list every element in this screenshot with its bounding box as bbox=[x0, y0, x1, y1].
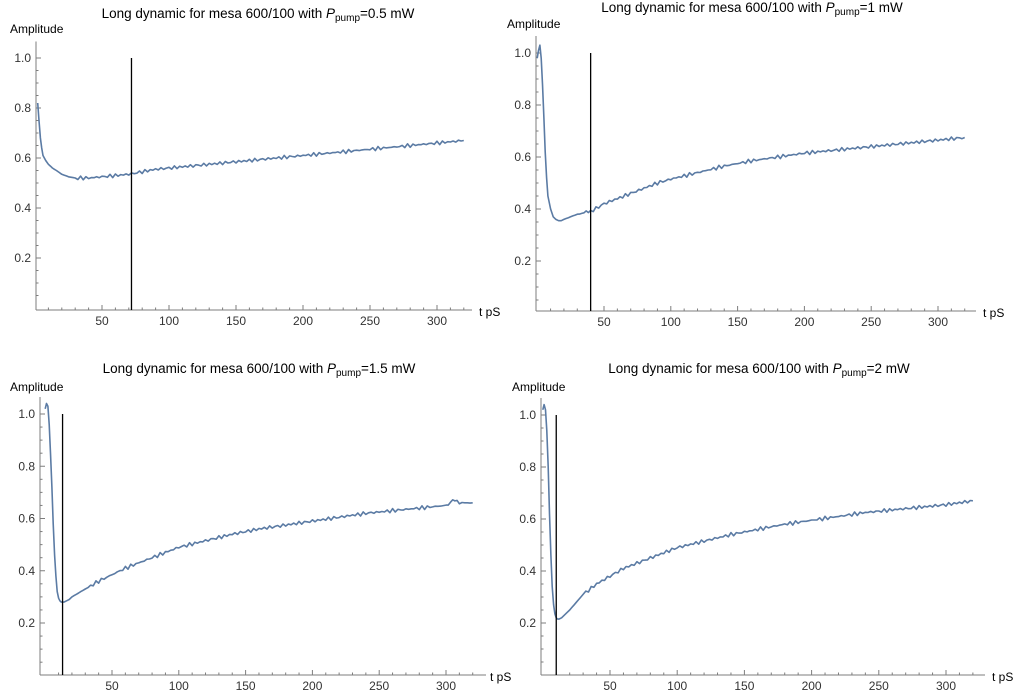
chart-title-suffix: =2 mW bbox=[867, 361, 910, 376]
chart-title-suffix: =0.5 mW bbox=[360, 6, 415, 21]
chart-title-sub: pump bbox=[835, 7, 860, 18]
x-tick-label: 150 bbox=[728, 315, 748, 329]
x-tick-label: 250 bbox=[360, 314, 380, 328]
y-tick-label: 0.6 bbox=[519, 512, 536, 526]
x-tick-label: 50 bbox=[603, 679, 617, 693]
y-tick-label: 0.2 bbox=[14, 251, 31, 265]
y-tick-label: 1.0 bbox=[519, 408, 536, 422]
y-axis-label: Amplitude bbox=[10, 22, 64, 36]
y-tick-label: 0.8 bbox=[18, 459, 35, 473]
chart-title-suffix: =1 mW bbox=[860, 0, 903, 15]
x-tick-label: 200 bbox=[293, 314, 313, 328]
x-tick-label: 150 bbox=[236, 679, 256, 693]
x-tick-label: 50 bbox=[105, 679, 119, 693]
x-tick-label: 300 bbox=[436, 679, 456, 693]
y-tick-label: 0.2 bbox=[18, 616, 35, 630]
x-axis-label: t pS bbox=[490, 670, 511, 684]
y-tick-label: 1.0 bbox=[18, 407, 35, 421]
x-tick-label: 50 bbox=[597, 315, 611, 329]
y-tick-label: 0.4 bbox=[519, 564, 536, 578]
x-tick-label: 150 bbox=[734, 679, 754, 693]
amplitude-series-line bbox=[44, 402, 473, 603]
y-tick-label: 0.6 bbox=[514, 150, 531, 164]
y-tick-label: 1.0 bbox=[514, 46, 531, 60]
y-tick-label: 0.8 bbox=[514, 98, 531, 112]
y-tick-label: 1.0 bbox=[14, 51, 31, 65]
x-tick-label: 250 bbox=[369, 679, 389, 693]
y-tick-label: 0.4 bbox=[18, 564, 35, 578]
chart-title-sub: pump bbox=[335, 13, 360, 24]
chart-title-prefix: Long dynamic for mesa 600/100 with bbox=[102, 6, 326, 21]
x-tick-label: 300 bbox=[928, 315, 948, 329]
chart-title-prefix: Long dynamic for mesa 600/100 with bbox=[608, 361, 832, 376]
x-tick-label: 200 bbox=[794, 315, 814, 329]
y-tick-label: 0.8 bbox=[519, 460, 536, 474]
y-tick-label: 0.2 bbox=[514, 254, 531, 268]
chart-panel-1mw: Long dynamic for mesa 600/100 with Ppump… bbox=[507, 0, 1004, 329]
chart-panel-2mw: Long dynamic for mesa 600/100 with Ppump… bbox=[512, 361, 1013, 693]
x-tick-label: 100 bbox=[661, 315, 681, 329]
y-tick-label: 0.8 bbox=[14, 101, 31, 115]
x-axis-label: t pS bbox=[992, 670, 1013, 684]
y-tick-label: 0.6 bbox=[14, 151, 31, 165]
y-axis-label: Amplitude bbox=[507, 17, 561, 31]
amplitude-series-line bbox=[542, 403, 973, 620]
chart-title-var: P bbox=[326, 6, 335, 21]
y-tick-label: 0.4 bbox=[514, 202, 531, 216]
amplitude-series-line bbox=[536, 44, 966, 222]
x-tick-label: 300 bbox=[936, 679, 956, 693]
y-tick-label: 0.4 bbox=[14, 201, 31, 215]
y-axis-label: Amplitude bbox=[512, 380, 566, 394]
chart-title: Long dynamic for mesa 600/100 with Ppump… bbox=[102, 6, 415, 24]
x-tick-label: 100 bbox=[159, 314, 179, 328]
chart-panel-1p5mw: Long dynamic for mesa 600/100 with Ppump… bbox=[10, 361, 511, 693]
x-tick-label: 200 bbox=[802, 679, 822, 693]
x-tick-label: 250 bbox=[869, 679, 889, 693]
x-tick-label: 100 bbox=[169, 679, 189, 693]
x-tick-label: 200 bbox=[302, 679, 322, 693]
x-tick-label: 150 bbox=[226, 314, 246, 328]
x-axis-label: t pS bbox=[983, 306, 1004, 320]
x-tick-label: 250 bbox=[861, 315, 881, 329]
chart-title: Long dynamic for mesa 600/100 with Ppump… bbox=[601, 0, 903, 18]
y-tick-label: 0.6 bbox=[18, 512, 35, 526]
chart-title-sub: pump bbox=[336, 368, 361, 379]
chart-title: Long dynamic for mesa 600/100 with Ppump… bbox=[608, 361, 910, 379]
chart-title-sub: pump bbox=[842, 368, 867, 379]
y-tick-label: 0.2 bbox=[519, 616, 536, 630]
chart-title-var: P bbox=[327, 361, 336, 376]
x-axis-label: t pS bbox=[479, 305, 500, 319]
amplitude-series-line bbox=[36, 102, 464, 181]
chart-title-prefix: Long dynamic for mesa 600/100 with bbox=[103, 361, 327, 376]
chart-title-prefix: Long dynamic for mesa 600/100 with bbox=[601, 0, 825, 15]
chart-title-var: P bbox=[826, 0, 835, 15]
chart-title-var: P bbox=[833, 361, 842, 376]
chart-panel-0p5mw: Long dynamic for mesa 600/100 with Ppump… bbox=[10, 6, 500, 328]
chart-title: Long dynamic for mesa 600/100 with Ppump… bbox=[103, 361, 416, 379]
x-tick-label: 50 bbox=[95, 314, 109, 328]
x-tick-label: 100 bbox=[667, 679, 687, 693]
y-axis-label: Amplitude bbox=[10, 380, 64, 394]
x-tick-label: 300 bbox=[427, 314, 447, 328]
chart-title-suffix: =1.5 mW bbox=[361, 361, 416, 376]
